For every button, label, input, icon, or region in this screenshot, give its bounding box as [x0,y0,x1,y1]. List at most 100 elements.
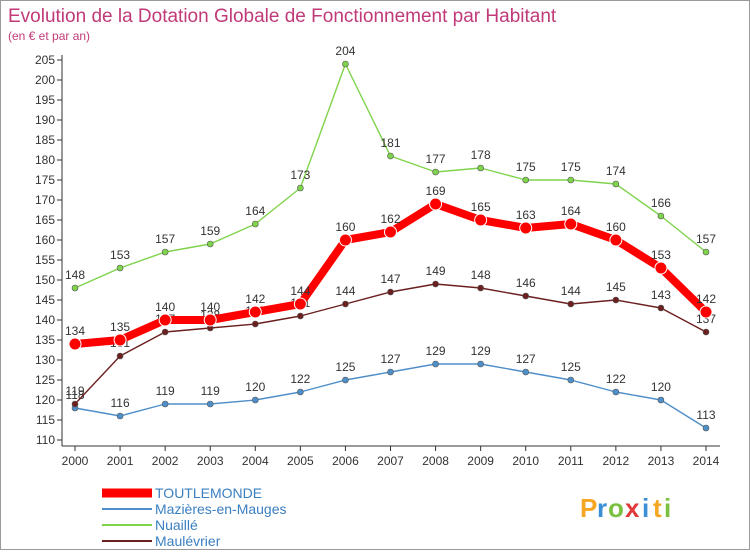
data-point [338,233,352,247]
data-point [113,333,127,347]
data-label: 144 [335,284,355,298]
data-label: 144 [290,284,310,298]
data-point [432,360,439,368]
data-point [297,312,304,320]
data-point [477,284,484,292]
data-label: 122 [290,372,310,386]
data-point [477,360,484,368]
y-tick-label: 145 [35,293,55,307]
legend-label: Maulévrier [155,533,221,549]
logo-letter: r [597,493,607,523]
data-point [158,313,172,327]
data-point [702,248,710,256]
data-label: 157 [696,232,716,246]
x-tick-label: 2010 [512,454,539,468]
x-tick-label: 2008 [422,454,449,468]
data-label: 163 [516,208,536,222]
data-point [68,337,82,351]
data-label: 174 [606,164,626,178]
data-point [702,328,710,336]
data-point [251,220,259,228]
data-point [519,221,533,235]
data-point [116,352,124,360]
data-label: 166 [651,196,671,210]
data-point [297,388,304,396]
data-label: 113 [696,408,715,422]
legend-label: TOUTLEMONDE [155,485,262,501]
data-point [116,412,124,420]
data-point [567,300,575,308]
data-label: 125 [335,360,355,374]
x-tick-label: 2000 [62,454,89,468]
x-tick-label: 2012 [603,454,630,468]
data-label: 142 [696,292,716,306]
data-label: 119 [201,384,220,398]
data-point [612,388,620,396]
data-label: 175 [516,160,536,174]
data-label: 140 [155,300,175,314]
data-point [699,305,713,319]
logo-letter: t [653,493,662,523]
x-tick-label: 2003 [197,454,224,468]
data-point [342,300,349,308]
y-tick-label: 130 [35,353,55,367]
data-label: 148 [65,268,85,282]
data-point [564,217,578,231]
logo-letter: o [608,493,624,523]
data-label: 164 [561,204,581,218]
x-tick-label: 2004 [242,454,269,468]
y-tick-label: 125 [35,373,55,387]
logo-letter: i [664,493,671,523]
data-point [206,240,214,248]
y-tick-label: 155 [35,253,55,267]
data-label: 135 [110,320,130,334]
data-point [522,368,530,376]
y-tick-label: 140 [35,313,55,327]
data-label: 181 [380,136,400,150]
data-point [612,180,620,188]
y-ticks: 110 115 120 125 130 135 140 145 150 155 160 165 170 1… [35,53,62,447]
logo-letter: i [642,493,649,523]
data-point [71,284,79,292]
legend-label: Nuaillé [155,517,198,533]
data-point [387,288,394,296]
data-label: 149 [426,264,446,278]
data-label: 147 [380,272,400,286]
data-point [251,396,259,404]
data-label: 142 [245,292,265,306]
series-toutlemonde: 134 135 140 140 142 144 160 162 169 165 163 164 160 1… [65,184,716,351]
data-label: 129 [471,344,491,358]
data-point [342,376,349,384]
legend: TOUTLEMONDEMazières-en-MaugesNuailléMaul… [102,485,287,549]
data-point [474,213,488,227]
data-label: 116 [111,396,130,410]
data-point [429,197,443,211]
data-label: 177 [426,152,446,166]
data-point [251,320,259,328]
x-tick-label: 2009 [467,454,494,468]
y-tick-label: 180 [35,153,55,167]
y-tick-label: 185 [35,133,55,147]
data-label: 129 [426,344,446,358]
y-tick-label: 190 [35,113,55,127]
x-ticks: 2000 2001 2002 2003 2004 2005 2006 2007 2008 2009… [62,446,720,468]
data-label: 153 [110,248,130,262]
data-point [654,261,668,275]
data-label: 122 [606,372,626,386]
data-label: 125 [561,360,581,374]
data-point [609,233,623,247]
data-point [657,304,665,312]
data-point [387,152,394,160]
data-point [206,400,214,408]
data-label: 160 [335,220,355,234]
data-point [161,400,169,408]
x-tick-label: 2013 [648,454,675,468]
legend-label: Mazières-en-Mauges [155,501,287,517]
data-label: 173 [290,168,310,182]
data-label: 157 [155,232,175,246]
data-label: 143 [651,288,671,302]
series-nuaill-: 148 153 157 159 164 173 204 181 177 178 175 175 174 1… [65,44,716,292]
data-label: 127 [380,352,400,366]
